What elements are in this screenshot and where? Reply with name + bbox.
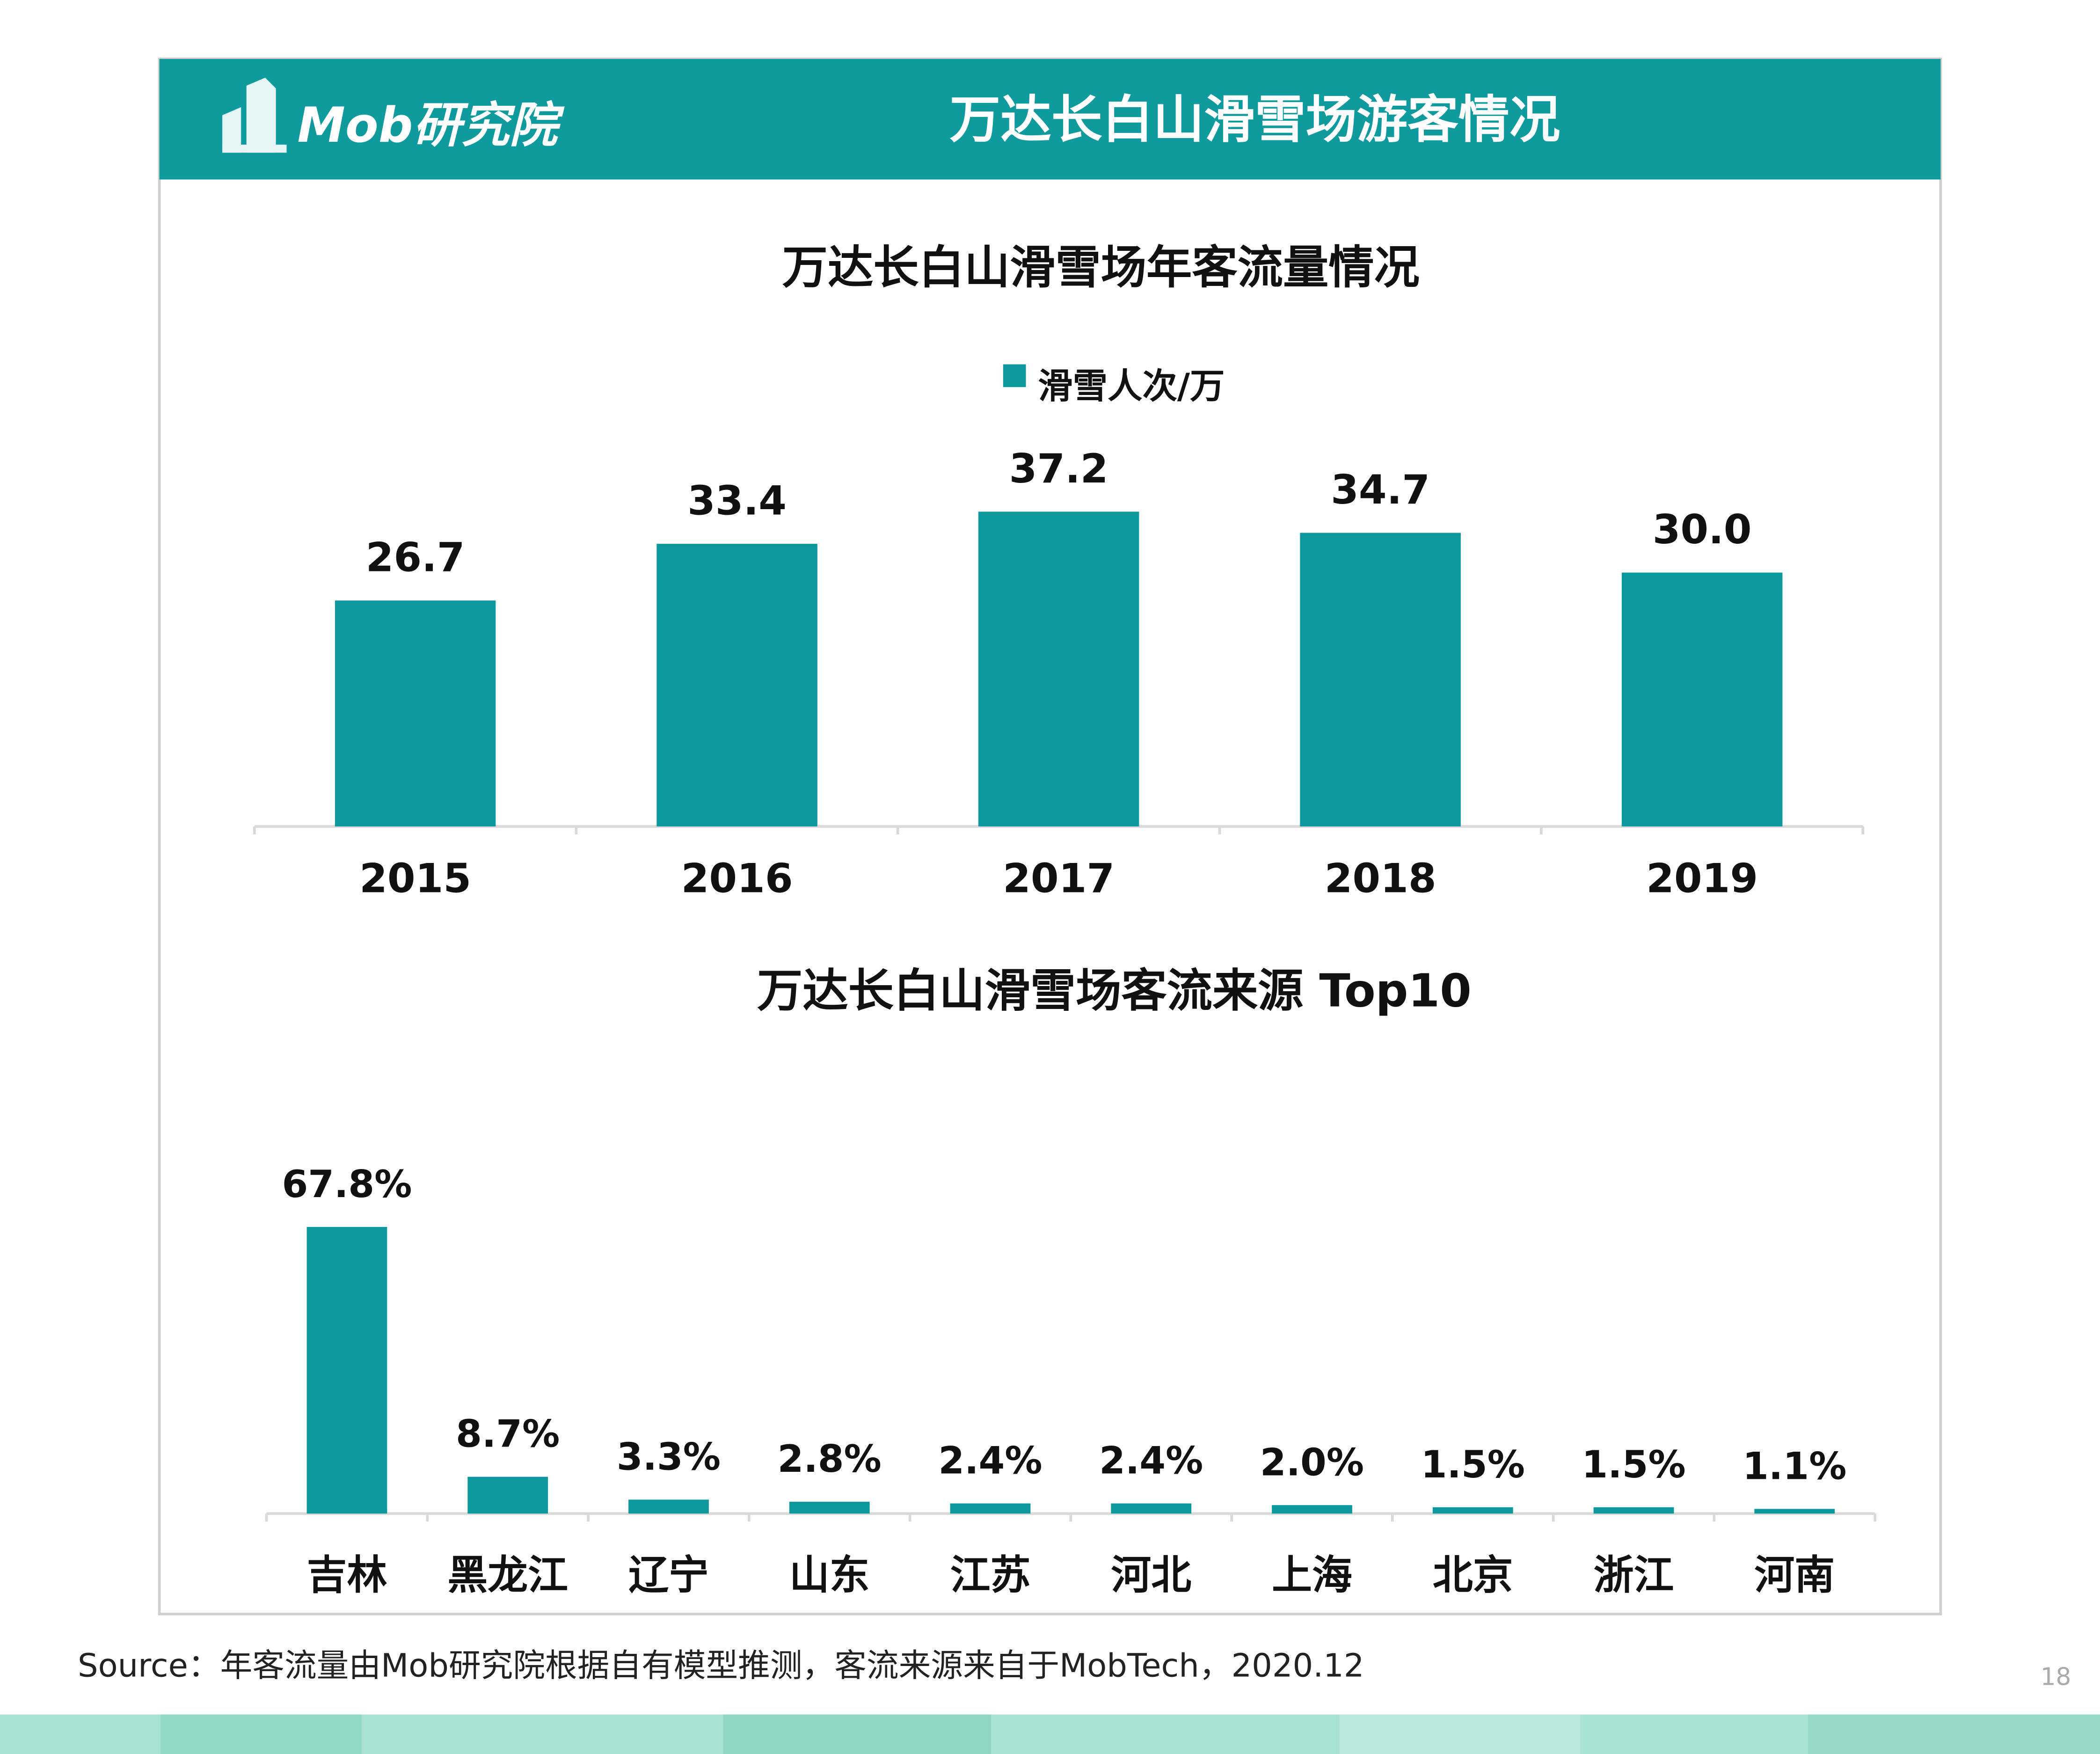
x-tick-label: 上海 bbox=[1272, 1552, 1352, 1599]
x-tick-label: 浙江 bbox=[1594, 1552, 1674, 1599]
value-label: 1.5% bbox=[1421, 1443, 1525, 1486]
chart-title: 万达长白山滑雪场年客流量情况 bbox=[782, 241, 1420, 294]
value-label: 26.7 bbox=[366, 534, 465, 581]
value-label: 37.2 bbox=[1009, 446, 1108, 492]
chart-title: 万达长白山滑雪场客流来源 Top10 bbox=[757, 965, 1472, 1017]
x-tick-label: 河北 bbox=[1111, 1552, 1191, 1599]
header-bar bbox=[159, 58, 1941, 180]
bar bbox=[950, 1503, 1031, 1514]
bar bbox=[1593, 1507, 1674, 1514]
source: Source：年客流量由Mob研究院根据自有模型推测，客流来源来自于MobTec… bbox=[78, 1647, 1364, 1684]
x-tick-label: 黑龙江 bbox=[447, 1552, 568, 1599]
value-label: 2.0% bbox=[1260, 1440, 1364, 1484]
x-tick-label: 河南 bbox=[1754, 1552, 1835, 1599]
value-label: 33.4 bbox=[687, 478, 787, 525]
bar bbox=[467, 1476, 548, 1514]
value-label: 3.3% bbox=[617, 1435, 721, 1479]
bar bbox=[656, 544, 817, 826]
value-label: 1.1% bbox=[1743, 1444, 1846, 1488]
bar bbox=[789, 1501, 870, 1514]
header-title: 万达长白山滑雪场游客情况 bbox=[949, 90, 1560, 149]
legend-label: 滑雪人次/万 bbox=[1038, 366, 1225, 407]
value-label: 1.5% bbox=[1582, 1443, 1685, 1486]
x-tick-label: 2019 bbox=[1646, 855, 1758, 902]
x-tick-label: 北京 bbox=[1433, 1552, 1513, 1599]
logo-icon bbox=[222, 78, 287, 153]
bar bbox=[1272, 1505, 1352, 1514]
page-number: 18 bbox=[2041, 1663, 2071, 1691]
value-label: 2.4% bbox=[938, 1439, 1042, 1483]
x-tick-label: 山东 bbox=[789, 1552, 870, 1599]
x-tick-label: 江苏 bbox=[950, 1552, 1031, 1599]
x-tick-label: 2016 bbox=[681, 855, 793, 902]
value-label: 8.7% bbox=[456, 1412, 560, 1456]
bottom-strip bbox=[0, 1714, 2100, 1754]
logo-text: Mob研究院 bbox=[297, 97, 565, 153]
x-tick-label: 2018 bbox=[1325, 855, 1436, 902]
bar bbox=[1300, 533, 1461, 826]
x-tick-label: 吉林 bbox=[307, 1552, 387, 1599]
bar bbox=[1111, 1503, 1192, 1514]
value-label: 34.7 bbox=[1331, 467, 1430, 513]
bar bbox=[978, 512, 1139, 826]
bar bbox=[1754, 1509, 1835, 1514]
bar bbox=[335, 600, 496, 826]
bar bbox=[1432, 1507, 1513, 1514]
value-label: 30.0 bbox=[1653, 506, 1752, 553]
value-label: 67.8% bbox=[282, 1162, 412, 1206]
legend-swatch bbox=[1003, 364, 1026, 387]
bar bbox=[1621, 572, 1783, 826]
bar bbox=[306, 1227, 387, 1514]
x-tick-label: 辽宁 bbox=[628, 1552, 709, 1599]
bar bbox=[628, 1499, 709, 1514]
x-tick-label: 2017 bbox=[1003, 855, 1115, 902]
x-tick-label: 2015 bbox=[359, 855, 471, 902]
value-label: 2.8% bbox=[778, 1437, 882, 1481]
frame bbox=[158, 58, 1942, 1615]
value-label: 2.4% bbox=[1099, 1439, 1203, 1483]
